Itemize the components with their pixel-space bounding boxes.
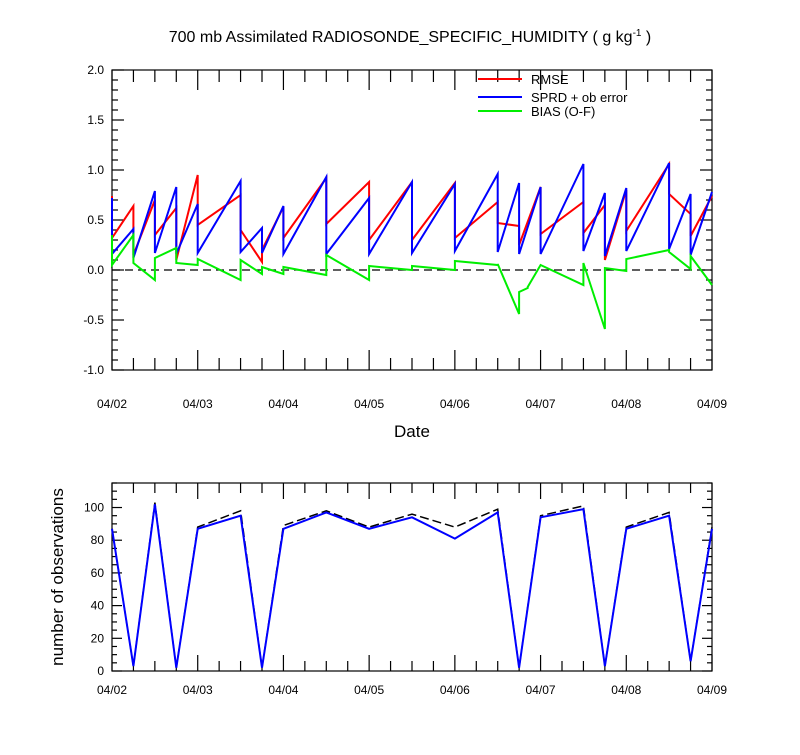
y-tick-label: 80: [91, 533, 105, 547]
bottom-ticks: [111, 482, 713, 672]
legend: RMSE SPRD + ob error BIAS (O-F): [478, 72, 628, 119]
legend-label-sprd: SPRD + ob error: [531, 90, 628, 105]
bottom-series: [111, 502, 713, 668]
top-y-tick-labels: -1.0 -0.5 0.0 0.5 1.0 1.5 2.0: [83, 63, 104, 377]
bottom-x-tick-labels: 04/02 04/03 04/04 04/05 04/06 04/07 04/08 04/09: [97, 683, 727, 697]
x-tick-label: 04/08: [611, 683, 641, 697]
y-tick-label: 2.0: [87, 63, 104, 77]
x-tick-label: 04/09: [697, 397, 727, 411]
series-line-1: [111, 162, 713, 259]
x-axis-title: Date: [394, 422, 430, 441]
x-tick-label: 04/04: [268, 397, 298, 411]
y-tick-label: 1.0: [87, 163, 104, 177]
x-tick-label: 04/07: [526, 683, 556, 697]
top-panel: -1.0-0.50.00.51.01.52.0 04/02 04/03 04/04 0…: [83, 63, 727, 441]
series-line-1: [111, 504, 713, 668]
y-tick-label: -0.5: [83, 313, 104, 327]
bottom-plot-frame: [111, 482, 713, 672]
y-tick-label: 60: [91, 566, 105, 580]
series-line-2: [111, 231, 713, 330]
top-series: [111, 160, 713, 330]
x-tick-label: 04/02: [97, 683, 127, 697]
y-tick-label: 40: [91, 599, 105, 613]
legend-label-rmse: RMSE: [531, 72, 569, 87]
x-tick-label: 04/09: [697, 683, 727, 697]
legend-label-bias: BIAS (O-F): [531, 104, 595, 119]
y-tick-label: -1.0: [83, 363, 104, 377]
top-ticks: [111, 69, 713, 371]
y-tick-label: 1.5: [87, 113, 104, 127]
x-tick-label: 04/06: [440, 397, 470, 411]
x-tick-label: 04/06: [440, 683, 470, 697]
y-tick-label: 100: [84, 501, 104, 515]
y-tick-label: 0.5: [87, 213, 104, 227]
top-x-tick-labels: 04/02 04/03 04/04 04/05 04/06 04/07 04/08 04/09: [97, 397, 727, 411]
y-tick-label: 0: [97, 664, 104, 678]
x-tick-label: 04/03: [183, 683, 213, 697]
y-axis-title-observations: number of observations: [48, 488, 67, 666]
x-tick-label: 04/02: [97, 397, 127, 411]
x-tick-label: 04/05: [354, 683, 384, 697]
y-tick-label: 0.0: [87, 263, 104, 277]
x-tick-label: 04/08: [611, 397, 641, 411]
x-tick-label: 04/05: [354, 397, 384, 411]
x-tick-label: 04/03: [183, 397, 213, 411]
x-tick-label: 04/04: [268, 683, 298, 697]
x-tick-label: 04/07: [526, 397, 556, 411]
y-tick-label: 20: [91, 631, 105, 645]
chart-title: 700 mb Assimilated RADIOSONDE_SPECIFIC_H…: [169, 28, 652, 46]
bottom-y-tick-labels: 0 20 40 60 80 100: [84, 501, 104, 678]
